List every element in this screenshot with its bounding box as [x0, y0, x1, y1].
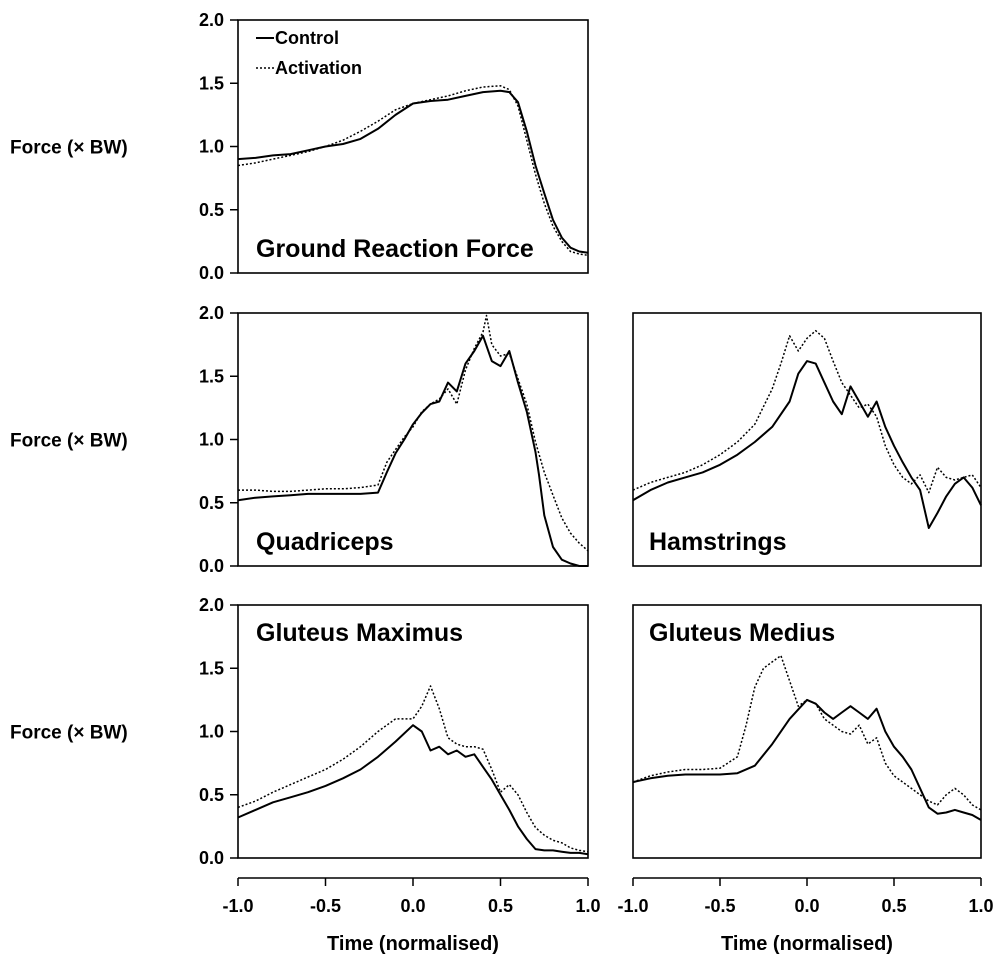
- y-tick-label: 0.0: [199, 556, 224, 576]
- series-control-line: [632, 360, 982, 529]
- y-tick-label: 1.5: [199, 366, 224, 386]
- x-tick-label: 0.0: [400, 896, 425, 916]
- panel-title: Ground Reaction Force: [256, 235, 534, 263]
- series-activation-line: [237, 85, 589, 257]
- y-tick-label: 2.0: [199, 303, 224, 323]
- y-tick-label: 0.0: [199, 848, 224, 868]
- y-tick-label: 2.0: [199, 10, 224, 30]
- y-tick-label: 1.0: [199, 137, 224, 157]
- series-activation-line: [237, 685, 589, 853]
- x-axis-label: Time (normalised): [721, 933, 893, 955]
- y-axis-label: Force (× BW): [10, 431, 128, 452]
- x-axis-label: Time (normalised): [327, 933, 499, 955]
- panel-title: Gluteus Maximus: [256, 619, 463, 647]
- y-tick-label: 0.5: [199, 200, 224, 220]
- y-tick-label: 1.0: [199, 722, 224, 742]
- y-tick-label: 0.0: [199, 263, 224, 283]
- series-control-line: [632, 698, 982, 821]
- x-tick-label: 0.0: [794, 896, 819, 916]
- x-tick-label: 0.5: [881, 896, 906, 916]
- series-activation-line: [238, 314, 589, 552]
- y-tick-label: 1.0: [199, 430, 224, 450]
- y-tick-label: 1.5: [199, 658, 224, 678]
- plot-frame: [632, 312, 982, 567]
- chart-panel: -1.0 -0.5 0.0 0.5 1.0 Time (normalised) Gluteu…: [617, 604, 994, 955]
- chart-panel: 0.0 0.5 1.0 1.5 2.0 Force (× BW) Quadriceps: [10, 303, 589, 576]
- y-tick-label: 0.5: [199, 493, 224, 513]
- chart-panel: 0.0 0.5 1.0 1.5 2.0 Force (× BW) -1.0 -0.5 0.0 0.…: [10, 595, 601, 955]
- x-tick-label: -1.0: [617, 896, 648, 916]
- series-activation-line: [632, 654, 982, 811]
- plot-frame: [632, 604, 982, 859]
- series-control-line: [237, 334, 588, 567]
- x-tick-label: 0.5: [488, 896, 513, 916]
- legend-entry: Activation: [275, 58, 362, 78]
- panel-title: Gluteus Medius: [649, 619, 835, 647]
- x-tick-label: -0.5: [704, 896, 735, 916]
- x-tick-label: -1.0: [222, 896, 253, 916]
- x-tick-label: -0.5: [310, 896, 341, 916]
- y-tick-label: 2.0: [199, 595, 224, 615]
- y-axis-label: Force (× BW): [10, 723, 128, 744]
- panel-title: Quadriceps: [256, 528, 394, 556]
- series-activation-line: [632, 329, 982, 494]
- series-control-line: [237, 724, 589, 856]
- series-control-line: [237, 89, 589, 254]
- panel-title: Hamstrings: [649, 528, 787, 556]
- y-axis-label: Force (× BW): [10, 138, 128, 159]
- y-tick-label: 1.5: [199, 73, 224, 93]
- chart-panel: Hamstrings: [632, 312, 982, 567]
- chart-panel: 0.0 0.5 1.0 1.5 2.0 Force (× BW) Ground Reacti…: [10, 10, 589, 283]
- legend-entry: Control: [275, 28, 339, 48]
- x-tick-label: 1.0: [575, 896, 600, 916]
- x-tick-label: 1.0: [968, 896, 993, 916]
- y-tick-label: 0.5: [199, 785, 224, 805]
